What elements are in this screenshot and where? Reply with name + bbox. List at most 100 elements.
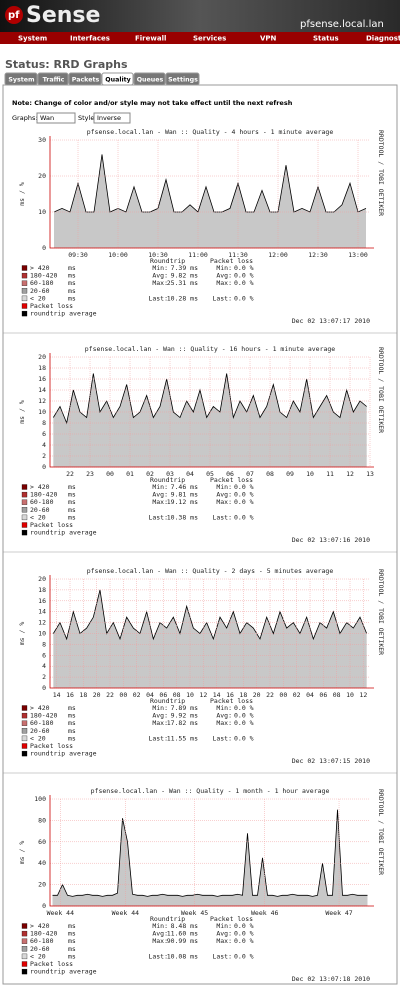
legend-label: > 420 (30, 704, 50, 712)
legend-swatch (21, 288, 28, 294)
timestamp: Dec 02 13:07:15 2010 (292, 757, 370, 765)
loss-stat: 0.0 % (234, 483, 254, 491)
tab-label[interactable]: Quality (105, 77, 131, 84)
tab[interactable] (4, 72, 38, 86)
y-tick-label: 20 (38, 172, 46, 180)
style-select[interactable] (93, 112, 131, 124)
tab-label[interactable]: Queues (137, 77, 164, 84)
menu-item[interactable]: Firewall (135, 35, 166, 43)
roundtrip-stat: 19.12 ms (167, 498, 198, 506)
roundtrip-stat: 17.82 ms (167, 719, 198, 727)
legend-unit: ms (68, 506, 76, 514)
x-tick-label: 12:30 (308, 251, 328, 259)
roundtrip-stat: 10.38 ms (167, 513, 198, 521)
menu-item[interactable]: Services (193, 35, 226, 43)
legend-label: < 20 (30, 513, 46, 521)
tab-label[interactable]: Packets (72, 77, 100, 84)
header-bar (0, 0, 400, 32)
chart-title: pfsense.local.lan - Wan :: Quality - 2 d… (87, 567, 334, 575)
stat-label: Min: (216, 922, 232, 930)
roundtrip-stat: 11.60 ms (167, 930, 198, 938)
legend-unit: ms (68, 279, 76, 287)
graphs-select[interactable] (36, 112, 76, 124)
y-tick-label: 12 (38, 619, 46, 627)
x-tick-label: Week 47 (325, 909, 352, 917)
y-tick-label: 18 (38, 586, 46, 594)
legend-unit: ms (68, 930, 76, 938)
roundtrip-header: Roundtrip (150, 915, 185, 923)
timestamp: Dec 02 13:07:18 2010 (292, 975, 370, 983)
x-tick-label: 22 (66, 470, 74, 478)
menu-item[interactable]: System (18, 35, 47, 43)
tab-label[interactable]: System (8, 77, 35, 84)
y-tick-label: 14 (38, 386, 46, 394)
content-border (2, 84, 398, 985)
stat-label: Avg: (152, 712, 168, 720)
legend-swatch (21, 923, 28, 929)
loss-stat: 0.0 % (234, 719, 254, 727)
x-tick-label: 02 (293, 691, 301, 699)
legend-label: Packet loss (30, 742, 73, 750)
loss-stat: 0.0 % (234, 279, 254, 287)
x-tick-label: 00 (106, 470, 114, 478)
x-tick-label: 11:00 (188, 251, 208, 259)
legend-label: > 420 (30, 264, 50, 272)
graphs-value: Wan (40, 114, 54, 122)
x-tick-label: 04 (306, 691, 314, 699)
tab[interactable] (37, 72, 69, 86)
stat-label: Min: (152, 483, 168, 491)
menu-item[interactable]: Diagnostic (366, 35, 400, 43)
legend-unit: ms (68, 937, 76, 945)
menu-item[interactable]: Interfaces (70, 35, 110, 43)
tab-label[interactable]: Traffic (43, 77, 65, 84)
legend-label: < 20 (30, 294, 46, 302)
chart-title: pfsense.local.lan - Wan :: Quality - 4 h… (87, 128, 334, 136)
tab[interactable] (133, 72, 166, 86)
roundtrip-stat: 7.46 ms (171, 483, 198, 491)
x-tick-label: 10 (186, 691, 194, 699)
stat-label: Last: (148, 952, 168, 960)
menu-item[interactable]: VPN (260, 35, 277, 43)
legend-swatch (21, 272, 28, 279)
x-tick-label: 12 (346, 470, 354, 478)
legend-swatch (21, 930, 28, 937)
y-tick-label: 12 (38, 397, 46, 405)
x-tick-label: Week 44 (47, 909, 74, 917)
legend-swatch (21, 938, 28, 944)
y-tick-label: 10 (38, 408, 46, 416)
y-tick-label: 8 (42, 640, 46, 648)
tab-label[interactable]: Settings (168, 77, 198, 84)
roundtrip-stat: 9.92 ms (171, 712, 198, 720)
stat-label: Max: (216, 498, 232, 506)
y-tick-label: 0 (42, 684, 46, 692)
loss-stat: 0.0 % (234, 952, 254, 960)
legend-swatch (21, 280, 28, 286)
legend-unit: ms (68, 498, 76, 506)
watermark: RRDTOOL / TOBI OETIKER (377, 569, 385, 655)
stat-label: Min: (152, 704, 168, 712)
tab[interactable] (165, 72, 200, 86)
x-tick-label: 09:30 (68, 251, 88, 259)
stat-label: Last: (212, 734, 232, 742)
legend-label: 180-420 (30, 712, 57, 720)
timestamp: Dec 02 13:07:16 2010 (292, 536, 370, 544)
x-tick-label: 02 (133, 691, 141, 699)
legend-swatch (21, 499, 28, 505)
tab[interactable] (101, 72, 134, 86)
roundtrip-stat: 90.99 ms (167, 937, 198, 945)
roundtrip-line (52, 589, 368, 641)
roundtrip-header: Roundtrip (150, 697, 185, 705)
roundtrip-header: Roundtrip (150, 476, 185, 484)
loss-stat: 0.0 % (234, 294, 254, 302)
loss-stat: 0.0 % (234, 930, 254, 938)
tab[interactable] (68, 72, 102, 86)
y-tick-label: 100 (34, 795, 46, 803)
loss-header: Packet loss (210, 915, 253, 923)
stat-label: Avg: (216, 491, 232, 499)
stat-label: Last: (148, 513, 168, 521)
legend-swatch (21, 529, 28, 536)
menu-item[interactable]: Status (313, 35, 339, 43)
x-tick-label: 20 (93, 691, 101, 699)
x-tick-label: 22 (106, 691, 114, 699)
